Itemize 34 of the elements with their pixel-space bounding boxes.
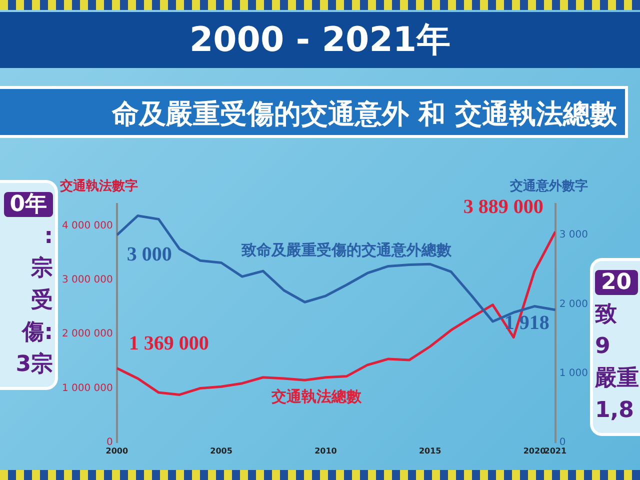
text: 受傷: bbox=[22, 288, 53, 345]
text: 宗 bbox=[31, 256, 53, 281]
x-tick-label: 2020 bbox=[523, 446, 546, 456]
series-label: 交通執法總數 bbox=[270, 388, 363, 406]
data-label: 1 918 bbox=[504, 312, 550, 334]
x-tick-label: 2015 bbox=[418, 446, 442, 456]
text: 0年 bbox=[4, 192, 53, 217]
data-label: 1 369 000 bbox=[128, 332, 209, 354]
chart-title: 2000 - 2021年 bbox=[0, 12, 640, 68]
y2-tick-label: 2 000 bbox=[559, 298, 588, 310]
data-label: 3 889 000 bbox=[463, 196, 544, 218]
x-tick-label: 2000 bbox=[106, 446, 128, 456]
y-tick-label: 0 bbox=[106, 436, 113, 448]
x-tick-label: 2021 bbox=[544, 446, 567, 456]
text: 致 bbox=[595, 302, 617, 327]
y-tick-label: 2 000 000 bbox=[62, 328, 113, 340]
y-tick-label: 4 000 000 bbox=[62, 220, 113, 232]
y2-tick-label: 0 bbox=[559, 436, 566, 448]
y2-tick-label: 1 000 bbox=[559, 368, 588, 379]
text: 9 bbox=[595, 334, 610, 359]
y-axis-title: 交通執法數字 bbox=[59, 178, 138, 194]
y-tick-label: 1 000 000 bbox=[62, 382, 113, 394]
text: 3宗 bbox=[16, 352, 53, 377]
text: : bbox=[44, 224, 53, 249]
data-label: 3 000 bbox=[126, 243, 172, 266]
x-tick-label: 2010 bbox=[314, 446, 338, 456]
text: 20 bbox=[595, 270, 638, 295]
x-tick-label: 2005 bbox=[210, 446, 233, 456]
y2-tick-label: 3 000 bbox=[559, 230, 588, 241]
series-label: 致命及嚴重受傷的交通意外總數 bbox=[240, 241, 453, 260]
y-tick-label: 3 000 000 bbox=[62, 274, 113, 286]
text: 1,8 bbox=[595, 398, 634, 423]
text: 嚴重 bbox=[595, 366, 639, 391]
y2-axis-title: 交通意外數字 bbox=[509, 178, 588, 194]
